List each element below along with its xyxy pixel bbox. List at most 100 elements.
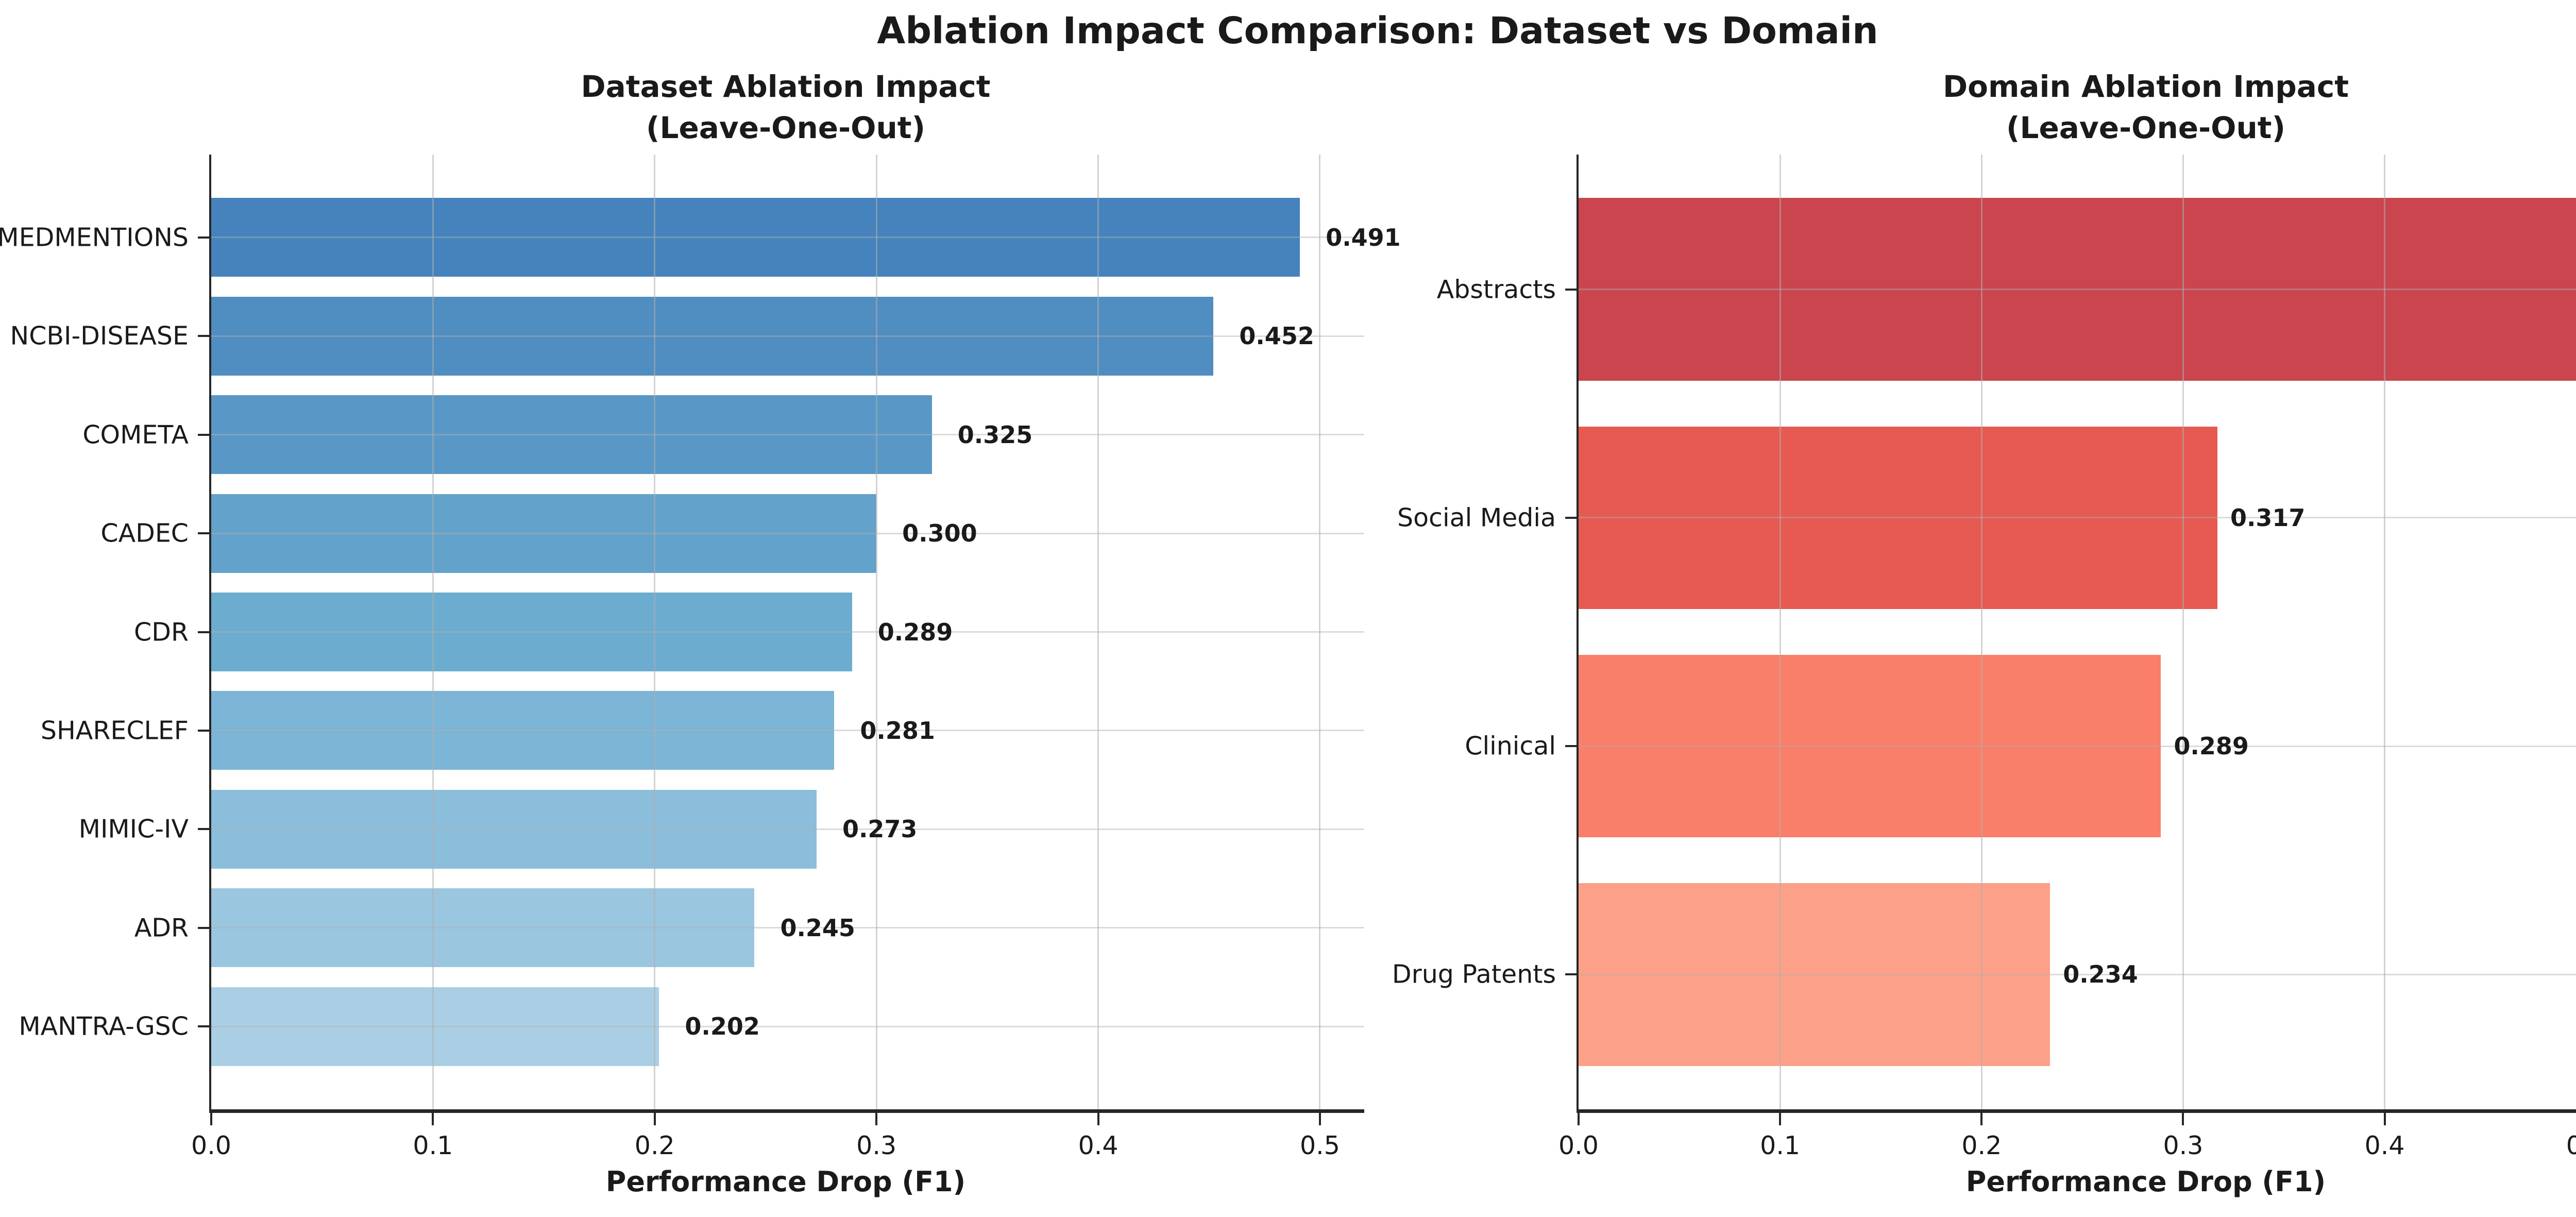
x-tick-mark — [1779, 1113, 1782, 1125]
bar-mimic-iv — [211, 789, 817, 869]
bar-value-label: 0.317 — [2230, 503, 2306, 532]
x-tick-mark — [1980, 1113, 1983, 1125]
gridline-vertical — [2384, 155, 2386, 1109]
x-tick-mark — [2182, 1113, 2184, 1125]
bar-cadec — [211, 494, 877, 573]
y-tick-label-cdr: CDR — [134, 617, 189, 647]
x-tick-mark — [432, 1113, 434, 1125]
x-tick-mark — [2383, 1113, 2386, 1125]
y-tick-label-drug-patents: Drug Patents — [1392, 959, 1556, 989]
gridline-horizontal — [211, 434, 1364, 436]
y-tick-label-social-media: Social Media — [1397, 503, 1556, 533]
bar-value-label: 0.289 — [877, 618, 953, 646]
gridline-horizontal — [1579, 517, 2576, 519]
x-tick-mark — [1097, 1113, 1099, 1125]
bar-drug-patents — [1579, 883, 2050, 1066]
x-tick-mark — [1578, 1113, 1580, 1125]
y-tick-mark — [198, 433, 209, 436]
y-tick-mark — [1565, 745, 1577, 748]
x-tick-mark — [210, 1113, 212, 1125]
bar-value-label: 0.245 — [780, 914, 855, 942]
y-tick-label-cadec: CADEC — [100, 518, 189, 548]
x-tick-label: 0.1 — [1760, 1131, 1801, 1160]
gridline-vertical — [1097, 155, 1099, 1109]
gridline-horizontal — [211, 927, 1364, 929]
y-tick-mark — [1565, 973, 1577, 976]
gridline-horizontal — [1579, 745, 2576, 747]
gridline-vertical — [875, 155, 877, 1109]
x-tick-label: 0.4 — [1078, 1131, 1118, 1160]
x-tick-label: 0.5 — [2566, 1131, 2576, 1160]
y-tick-mark — [198, 828, 209, 831]
y-tick-mark — [198, 631, 209, 633]
y-tick-mark — [198, 236, 209, 239]
x-tick-label: 0.1 — [413, 1131, 453, 1160]
chart-title-line2: (Leave-One-Out) — [646, 110, 925, 145]
bar-ncbi-disease — [211, 296, 1214, 376]
bar-cometa — [211, 395, 932, 475]
bar-value-label: 0.289 — [2174, 732, 2249, 760]
plot-area: Abstracts Social Media Clinical Drug Patent… — [1392, 155, 2576, 1160]
gridline-horizontal — [1579, 289, 2576, 291]
y-tick-label-mantra-gsc: MANTRA-GSC — [19, 1011, 189, 1041]
y-tick-mark — [1565, 516, 1577, 519]
gridline-horizontal — [211, 532, 1364, 534]
bar-social-media — [1579, 426, 2217, 610]
figure-title: Ablation Impact Comparison: Dataset vs D… — [877, 9, 1878, 52]
gridline-horizontal — [211, 828, 1364, 830]
x-tick-mark — [875, 1113, 878, 1125]
x-tick-label: 0.0 — [191, 1131, 231, 1160]
gridline-horizontal — [1579, 973, 2576, 975]
y-tick-label-cometa: COMETA — [82, 420, 189, 450]
y-tick-label-mimic-iv: MIMIC-IV — [78, 814, 189, 844]
bar-value-label: 0.491 — [1326, 223, 1401, 251]
bar-cdr — [211, 592, 852, 672]
x-tick-label: 0.2 — [1961, 1131, 2002, 1160]
x-tick-label: 0.4 — [2364, 1131, 2405, 1160]
chart-title-line1: Dataset Ablation Impact — [581, 69, 991, 104]
y-tick-mark — [198, 532, 209, 535]
gridline-vertical — [1980, 155, 1982, 1109]
chart-title-line2: (Leave-One-Out) — [2006, 110, 2285, 145]
gridline-vertical — [654, 155, 656, 1109]
x-tick-label: 0.0 — [1558, 1131, 1599, 1160]
bar-value-label: 0.273 — [842, 815, 918, 843]
x-tick-label: 0.2 — [634, 1131, 675, 1160]
y-tick-label-shareclef: SHARECLEF — [40, 716, 189, 746]
bar-adr — [211, 888, 755, 968]
gridline-horizontal — [211, 236, 1364, 239]
chart-title: Dataset Ablation Impact (Leave-One-Out) — [581, 66, 990, 148]
gridline-horizontal — [211, 335, 1364, 337]
x-tick-label: 0.5 — [1299, 1131, 1340, 1160]
y-tick-mark — [198, 1025, 209, 1028]
x-tick-label: 0.3 — [856, 1131, 897, 1160]
gridline-vertical — [2182, 155, 2184, 1109]
bar-medmentions — [211, 198, 1300, 277]
y-tick-label-clinical: Clinical — [1465, 731, 1556, 761]
bar-value-label: 0.300 — [902, 519, 977, 548]
chart-title: Domain Ablation Impact (Leave-One-Out) — [1943, 66, 2349, 148]
gridline-vertical — [1319, 155, 1321, 1109]
chart-title-line1: Domain Ablation Impact — [1942, 69, 2349, 104]
bar-value-label: 0.452 — [1239, 322, 1314, 350]
gridline-vertical — [432, 155, 434, 1109]
y-tick-label-abstracts: Abstracts — [1436, 275, 1556, 305]
y-tick-mark — [198, 729, 209, 732]
x-tick-mark — [1318, 1113, 1321, 1125]
x-tick-mark — [653, 1113, 656, 1125]
y-tick-label-ncbi-disease: NCBI-DISEASE — [10, 321, 189, 351]
bar-value-label: 0.281 — [860, 716, 935, 745]
bar-value-label: 0.202 — [685, 1012, 760, 1041]
y-tick-mark — [198, 926, 209, 929]
bar-value-label: 0.325 — [957, 420, 1033, 449]
bar-mantra-gsc — [211, 987, 659, 1066]
bar-shareclef — [211, 691, 835, 770]
gridline-horizontal — [211, 1025, 1364, 1027]
gridline-horizontal — [211, 730, 1364, 732]
x-tick-label: 0.3 — [2163, 1131, 2204, 1160]
bar-value-label: 0.234 — [2063, 960, 2138, 989]
plot-area: MEDMENTIONS NCBI-DISEASE COMETA CADEC CDR SHA… — [0, 155, 1401, 1160]
gridline-vertical — [1779, 155, 1781, 1109]
gridline-horizontal — [211, 631, 1364, 633]
